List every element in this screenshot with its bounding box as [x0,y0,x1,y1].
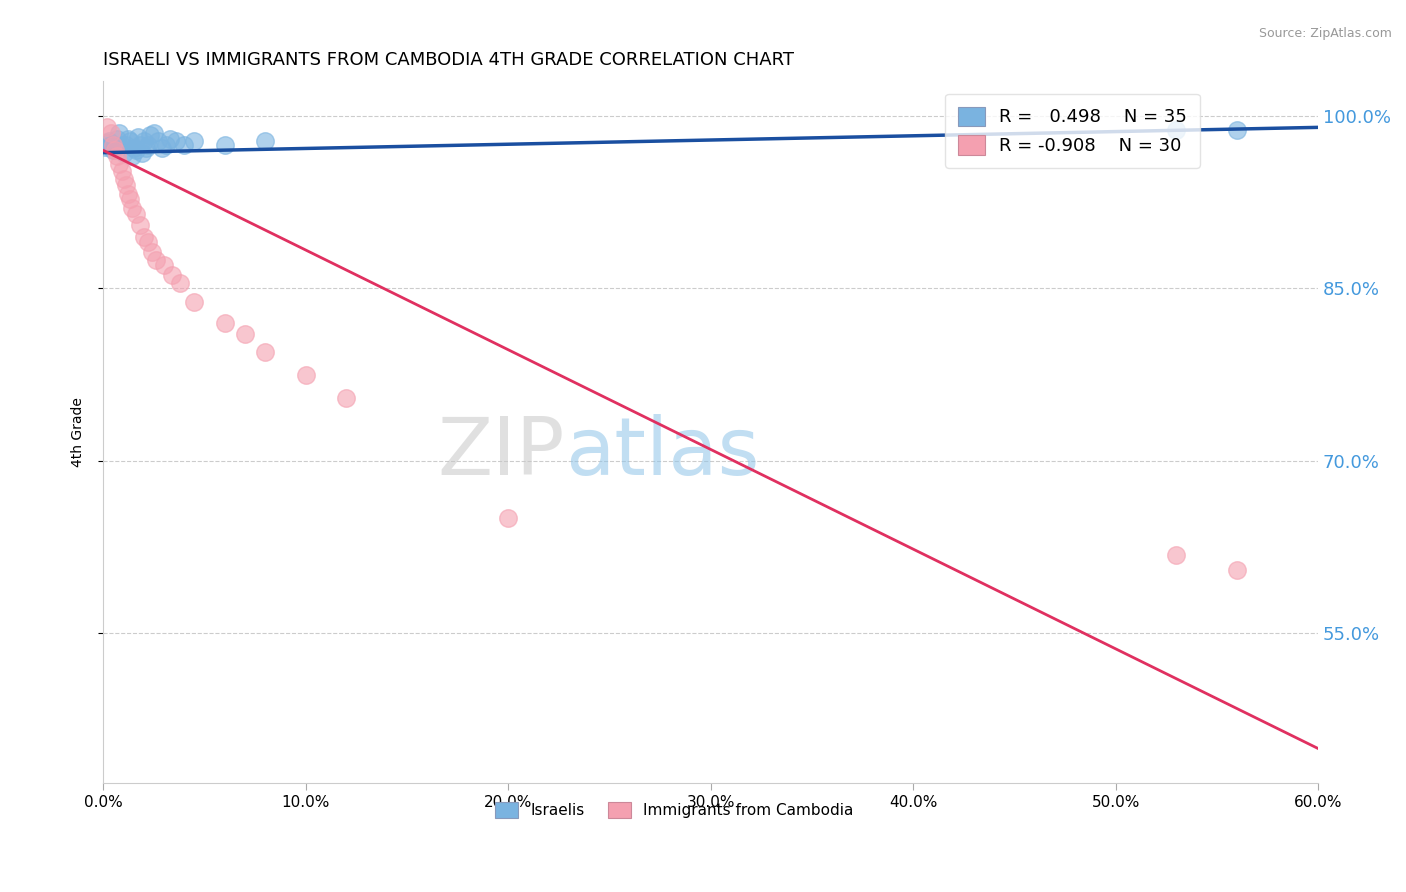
Point [132,134,155,148]
Point [121,201,143,215]
Point [496,511,519,525]
Point [153,259,176,273]
Text: ISRAELI VS IMMIGRANTS FROM CAMBODIA 4TH GRADE CORRELATION CHART: ISRAELI VS IMMIGRANTS FROM CAMBODIA 4TH … [103,51,794,69]
Point [100,137,122,152]
Point [128,218,150,232]
Y-axis label: 4th Grade: 4th Grade [72,397,86,467]
Point [159,132,181,146]
Point [121,149,143,163]
Point [114,137,136,152]
Point [118,134,141,148]
Legend: Israelis, Immigrants from Cambodia: Israelis, Immigrants from Cambodia [489,796,859,824]
Point [125,144,148,158]
Point [183,134,205,148]
Point [155,137,177,152]
Text: atlas: atlas [565,414,759,492]
Point [103,144,125,158]
Point [1166,549,1188,563]
Point [183,295,205,310]
Point [125,206,148,220]
Point [254,134,277,148]
Point [136,137,159,152]
Point [117,187,139,202]
Text: ZIP: ZIP [437,414,565,492]
Point [146,134,169,148]
Point [214,137,236,152]
Point [108,157,131,171]
Point [1226,563,1249,577]
Point [122,141,145,155]
Point [233,327,256,342]
Point [160,268,183,282]
Point [131,145,153,160]
Point [132,229,155,244]
Point [145,252,167,267]
Point [114,178,136,192]
Point [1166,122,1188,136]
Point [127,129,149,144]
Point [139,128,162,143]
Point [335,391,357,405]
Point [150,141,173,155]
Point [169,276,191,290]
Point [214,316,236,330]
Point [117,132,139,146]
Point [103,137,125,152]
Point [165,134,187,148]
Point [108,126,131,140]
Point [94,140,117,154]
Point [107,132,129,146]
Point [294,368,316,382]
Point [141,244,163,259]
Point [110,137,132,152]
Point [173,137,195,152]
Point [110,164,132,178]
Point [128,137,150,152]
Point [98,134,121,148]
Point [104,144,127,158]
Point [136,235,159,250]
Point [118,192,141,206]
Point [112,172,135,186]
Point [100,126,122,140]
Point [112,145,135,160]
Point [104,141,127,155]
Point [96,120,118,135]
Text: Source: ZipAtlas.com: Source: ZipAtlas.com [1258,27,1392,40]
Point [107,149,129,163]
Point [96,136,118,151]
Point [1226,122,1249,136]
Point [142,126,165,140]
Point [135,141,157,155]
Point [254,344,277,359]
